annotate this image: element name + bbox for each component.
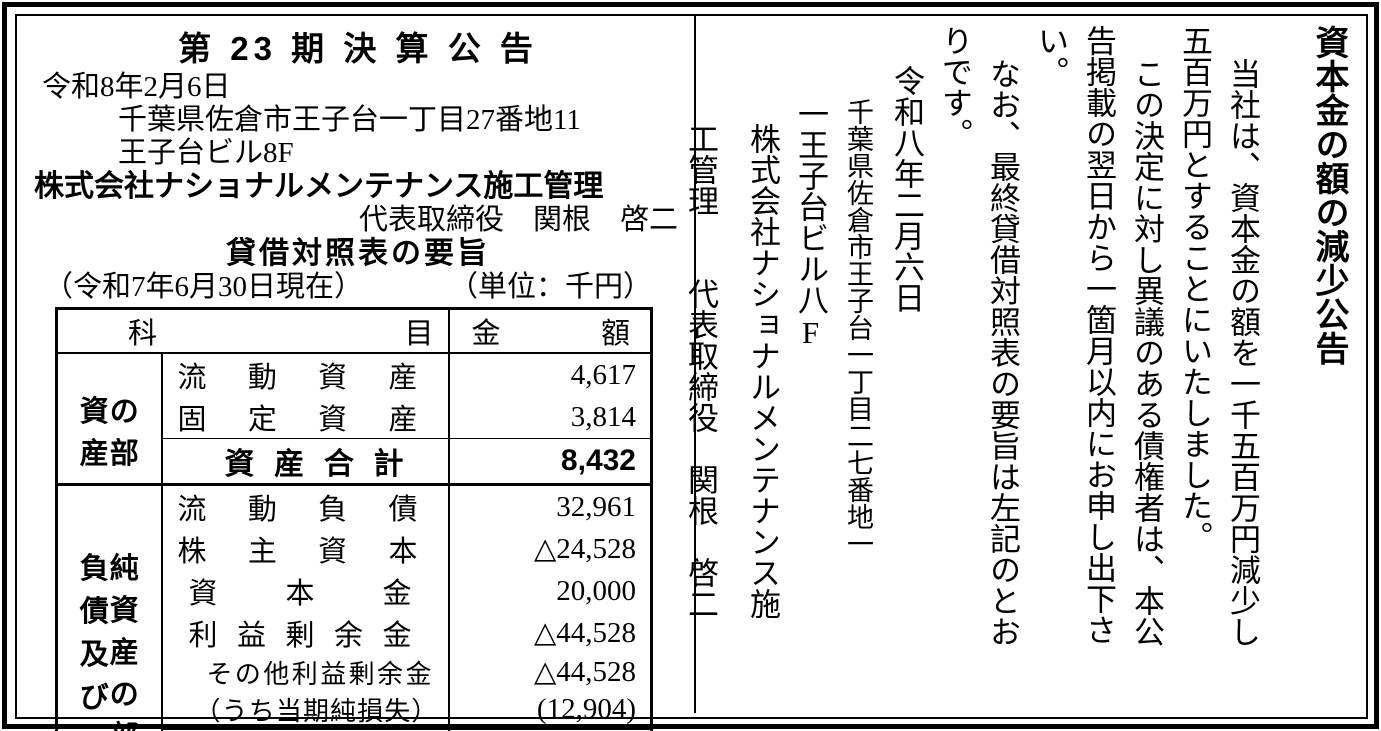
- vertical-text-column: りです。: [937, 25, 972, 149]
- table-row: 固定資産 3,814: [57, 396, 652, 439]
- notice-title-vertical: 資本金の額の減少公告: [1310, 25, 1348, 365]
- vertical-text-column: 告掲載の翌日から一箇月以内にお申し出下さ: [1081, 25, 1116, 645]
- row-item: （うち当期純損失）: [194, 697, 438, 726]
- row-item: 株主資本: [177, 536, 418, 568]
- company-name-vertical: 株式会社ナショナルメンテナンス施: [745, 123, 780, 619]
- vertical-text-column: 五百万円とすることにいたしました。: [1177, 25, 1212, 552]
- row-item: 利益剰余金: [188, 620, 412, 652]
- table-row-total-assets: 資産合計 8,432: [57, 438, 652, 486]
- balance-sheet-unit: （単位：千円）: [448, 271, 652, 303]
- company-name: 株式会社ナショナルメンテナンス施工管理: [34, 170, 604, 203]
- table-row: 資本金 20,000: [57, 570, 652, 612]
- vertical-text-column: い。: [1033, 25, 1068, 87]
- row-item: 固定資産: [177, 404, 418, 436]
- notice-title: 第 23 期 決 算 公 告: [178, 30, 538, 67]
- section-label-assets: 資産 の部: [56, 353, 163, 486]
- balance-sheet-meta: （令和7年6月30日現在） （単位：千円）: [24, 271, 692, 304]
- header-amount: 金額: [471, 318, 631, 350]
- row-item: その他利益剰余金: [206, 660, 432, 689]
- row-amount: 4,617: [570, 358, 636, 391]
- capital-reduction-notice: 資本金の額の減少公告 当社は、資本金の額を一千五百万円減少し 五百万円とすること…: [683, 25, 1352, 707]
- balance-sheet-table: 科目 金額 資産 の部 流動資産 4,617 固定資産 3,814 資産合計: [55, 307, 653, 731]
- address-line-1: 千葉県佐倉市王子台一丁目27番地11: [118, 104, 581, 136]
- row-amount: 32,961: [556, 490, 636, 523]
- vertical-text-column: なお、最終貸借対照表の要旨は左記のとお: [985, 58, 1020, 647]
- row-amount: 20,000: [556, 574, 636, 607]
- row-item: 流動資産: [177, 362, 418, 394]
- table-row: （うち当期純損失） (12,904): [57, 691, 652, 729]
- table-row: その他利益剰余金 △44,528: [57, 654, 652, 691]
- row-amount: 3,814: [570, 400, 636, 433]
- vertical-text-column: この決定に対し異議のある債権者は、本公: [1129, 58, 1164, 647]
- row-item: 資本金: [188, 578, 412, 610]
- balance-sheet-date: （令和7年6月30日現在）: [44, 271, 364, 303]
- representative-name: 代表取締役 関根 啓二: [358, 204, 678, 236]
- row-amount: (12,904): [536, 693, 636, 725]
- table-row: 資産 の部 流動資産 4,617: [56, 353, 652, 486]
- notice-date: 令和8年2月6日: [42, 71, 231, 103]
- representative-vertical: 工管理 代表取締役 関根 啓二: [683, 123, 718, 619]
- table-row: 利益剰余金 △44,528: [57, 612, 652, 654]
- row-item: 流動負債: [177, 494, 418, 526]
- row-amount: 8,432: [560, 444, 636, 477]
- address-vertical-2: 一王子台ビル八F: [793, 98, 828, 350]
- row-amount: △24,528: [533, 532, 636, 565]
- notice-date-vertical: 令和八年二月六日: [889, 65, 924, 313]
- header-subject: 科目: [128, 318, 434, 350]
- balance-sheet-title: 貸借対照表の要旨: [226, 237, 490, 270]
- row-amount: △44,528: [533, 616, 636, 649]
- vertical-text-column: 当社は、資本金の額を一千五百万円減少し: [1225, 58, 1260, 647]
- address-line-2: 王子台ビル8F: [118, 137, 294, 169]
- financial-results-notice: 第 23 期 決 算 公 告 令和8年2月6日 千葉県佐倉市王子台一丁目27番地…: [24, 18, 692, 731]
- section-divider: [694, 16, 696, 713]
- address-vertical-1: 千葉県佐倉市王子台一丁目二七番地一: [843, 98, 873, 557]
- row-item: 資産合計: [224, 448, 404, 481]
- table-row-total-liabilities: 負債・純資産合計 8,432: [57, 728, 652, 731]
- table-header-row: 科目 金額: [56, 308, 652, 354]
- row-amount: △44,528: [533, 656, 636, 688]
- table-row: 株主資本 △24,528: [57, 528, 652, 570]
